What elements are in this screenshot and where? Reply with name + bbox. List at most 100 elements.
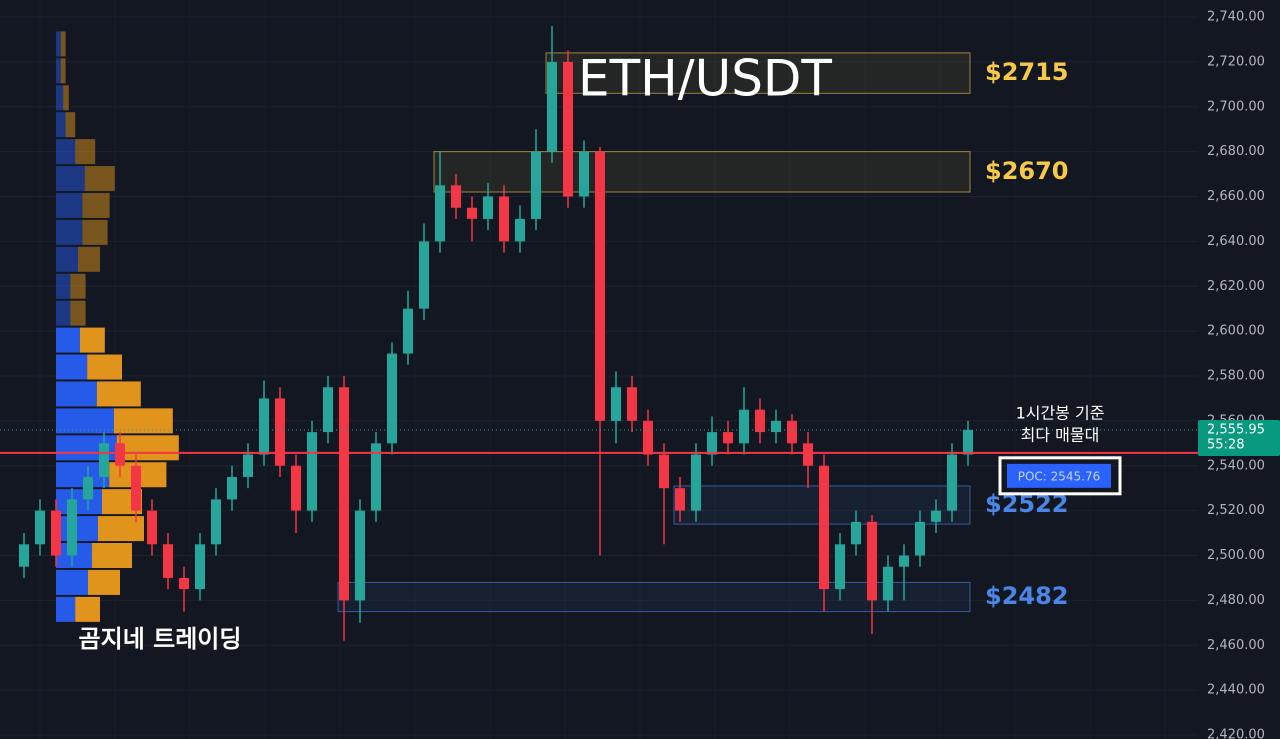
sell-volume (80, 327, 105, 353)
candle-body (131, 465, 141, 511)
sell-volume (82, 219, 108, 245)
candle-body (547, 61, 557, 152)
y-tick-label: 2,500.00 (1207, 548, 1265, 563)
candle-body (147, 510, 157, 545)
y-tick-label: 2,440.00 (1207, 683, 1265, 698)
candle-body (339, 387, 349, 601)
y-tick-label: 2,540.00 (1207, 458, 1265, 473)
watermark: 곰지네 트레이딩 (79, 625, 242, 653)
buy-volume (56, 85, 64, 111)
buy-volume (56, 327, 80, 353)
buy-volume (56, 273, 71, 299)
candle-body (771, 420, 781, 433)
sell-volume (92, 543, 132, 568)
poc-box-outer (998, 456, 1122, 496)
buy-volume (56, 246, 78, 272)
candle-body (931, 510, 941, 522)
sell-volume (70, 300, 86, 326)
y-tick-label: 2,640.00 (1207, 234, 1265, 249)
buy-volume (56, 219, 83, 245)
candle-body (227, 476, 237, 500)
candle-body (851, 521, 861, 545)
candle-body (867, 521, 877, 601)
current-price-tag (1198, 419, 1280, 456)
candle-body (899, 555, 909, 567)
sell-volume (63, 85, 69, 111)
candle-body (435, 185, 445, 242)
candle-body (83, 476, 93, 500)
sell-volume (114, 408, 173, 434)
y-tick-label: 2,480.00 (1207, 593, 1265, 608)
candle-body (163, 544, 173, 578)
candle-body (371, 443, 381, 511)
candle-body (675, 488, 685, 511)
sell-volume (70, 273, 86, 299)
candles (19, 25, 973, 641)
candle-body (611, 387, 621, 421)
candle-body (643, 420, 653, 455)
buy-volume (56, 31, 61, 57)
candle-body (275, 398, 285, 466)
sell-volume (88, 569, 120, 595)
candle-body (323, 387, 333, 433)
candle-body (467, 207, 477, 219)
candle-body (499, 196, 509, 242)
sell-volume (84, 166, 115, 192)
sell-volume (98, 516, 144, 542)
candle-body (915, 521, 925, 556)
candle-body (291, 465, 301, 511)
buy-volume (56, 381, 97, 407)
current-price-label: 2,555.95 (1207, 422, 1265, 437)
candle-body (563, 61, 573, 197)
candle-body (355, 510, 365, 601)
candle-body (451, 185, 461, 208)
candle-body (819, 465, 829, 590)
buy-volume (56, 300, 71, 326)
candle-body (531, 151, 541, 219)
annotation: 최다 매물대 (1021, 426, 1100, 445)
candle-body (947, 454, 957, 511)
candle-body (515, 218, 525, 242)
timer-label: 55:28 (1207, 437, 1244, 452)
zones (337, 52, 971, 613)
candle-body (659, 454, 669, 489)
candle-body (595, 151, 605, 421)
buy-volume (56, 166, 85, 192)
y-tick-label: 2,720.00 (1207, 54, 1265, 69)
candle-body (403, 308, 413, 354)
y-tick-label: 2,600.00 (1207, 324, 1265, 339)
sell-volume (78, 246, 100, 272)
candle-body (963, 429, 973, 455)
overlay: 2,420.00 2,440.00 2,460.00 2,480.00 2,500.00… (0, 10, 1280, 739)
zone-label: $2715 (985, 58, 1069, 86)
buy-volume (56, 489, 102, 515)
y-tick-label: 2,620.00 (1207, 279, 1265, 294)
zone (545, 52, 971, 94)
y-tick-label: 2,660.00 (1207, 189, 1265, 204)
candle-body (883, 566, 893, 601)
candle-body (835, 544, 845, 590)
zone (337, 581, 971, 613)
annotation: 1시간봉 기준 (1016, 404, 1105, 423)
candle-body (787, 420, 797, 444)
candle-body (803, 443, 813, 466)
candle-body (115, 443, 125, 466)
candle-body (307, 432, 317, 511)
buy-volume (56, 139, 76, 165)
candle-body (723, 432, 733, 444)
chart-title: ETH/USDT (578, 50, 832, 108)
candle-body (755, 409, 765, 433)
candle-body (259, 398, 269, 455)
buy-volume (56, 192, 83, 218)
y-tick-label: 2,740.00 (1207, 10, 1265, 25)
sell-volume (116, 435, 179, 461)
sell-volume (60, 31, 66, 57)
sell-volume (75, 596, 100, 622)
candle-body (195, 544, 205, 590)
candle-body (419, 241, 429, 309)
buy-volume (56, 354, 88, 380)
zone-label: $2670 (985, 157, 1069, 185)
candle-body (99, 443, 109, 477)
